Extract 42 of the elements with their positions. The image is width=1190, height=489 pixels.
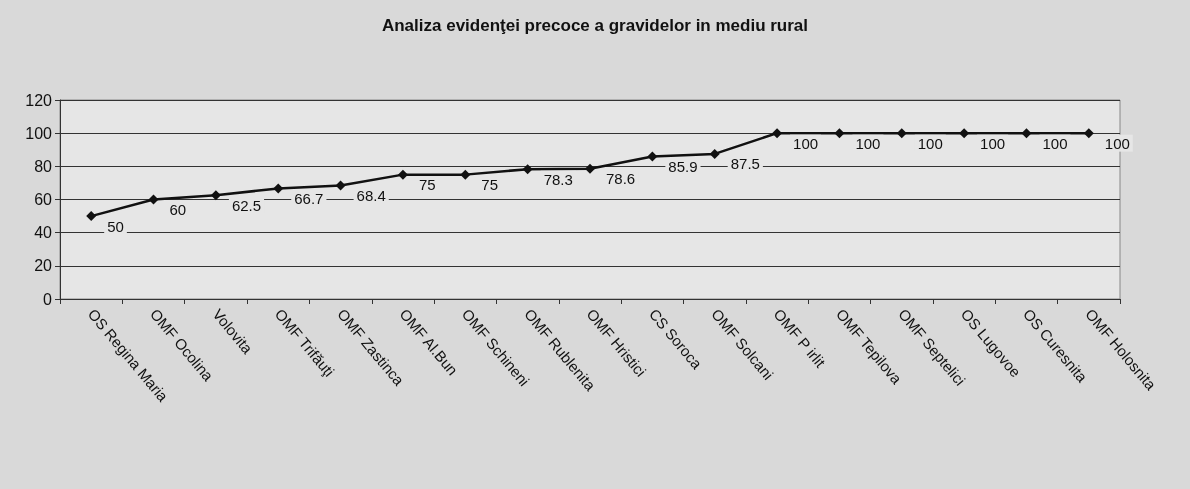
point: [148, 194, 159, 205]
point: [959, 128, 970, 139]
data-label: 68.4: [356, 187, 386, 205]
data-label: 100: [1042, 134, 1068, 152]
point: [335, 180, 346, 191]
data-label: 75: [418, 176, 436, 194]
data-label: 78.6: [606, 170, 636, 188]
data-label: 66.7: [294, 189, 324, 207]
point: [772, 128, 783, 139]
data-label: 50: [107, 217, 124, 235]
point: [273, 183, 284, 194]
data-label: 100: [793, 134, 819, 152]
data-label: 78.3: [543, 170, 573, 188]
data-label: 100: [1104, 134, 1130, 152]
data-label: 87.5: [730, 155, 760, 173]
data-label: 60: [169, 201, 187, 218]
point: [896, 128, 907, 139]
data-label: 100: [855, 134, 881, 152]
data-label: 75: [481, 176, 498, 194]
point: [834, 128, 845, 139]
y-tick-label: 100: [25, 124, 53, 142]
point: [1021, 128, 1032, 139]
y-tick-label: 80: [34, 157, 53, 175]
data-label: 85.9: [668, 158, 698, 176]
y-tick-label: 40: [34, 224, 53, 242]
chart-title: Analiza evidenţei precoce a gravidelor in mediu rural: [381, 16, 809, 35]
point: [1083, 128, 1094, 139]
point: [585, 163, 595, 174]
point: [86, 211, 97, 222]
point: [647, 151, 658, 162]
y-tick-label: 120: [25, 91, 53, 109]
data-label: 100: [980, 134, 1006, 152]
point: [460, 169, 471, 180]
point: [709, 148, 720, 159]
y-tick-label: 20: [34, 257, 53, 275]
data-label: 100: [917, 134, 943, 152]
data-label: 62.5: [231, 196, 262, 214]
point: [210, 190, 221, 201]
point: [397, 169, 408, 180]
y-tick-label: 60: [34, 191, 53, 208]
y-tick-label: 0: [43, 290, 53, 308]
point: [522, 164, 533, 175]
